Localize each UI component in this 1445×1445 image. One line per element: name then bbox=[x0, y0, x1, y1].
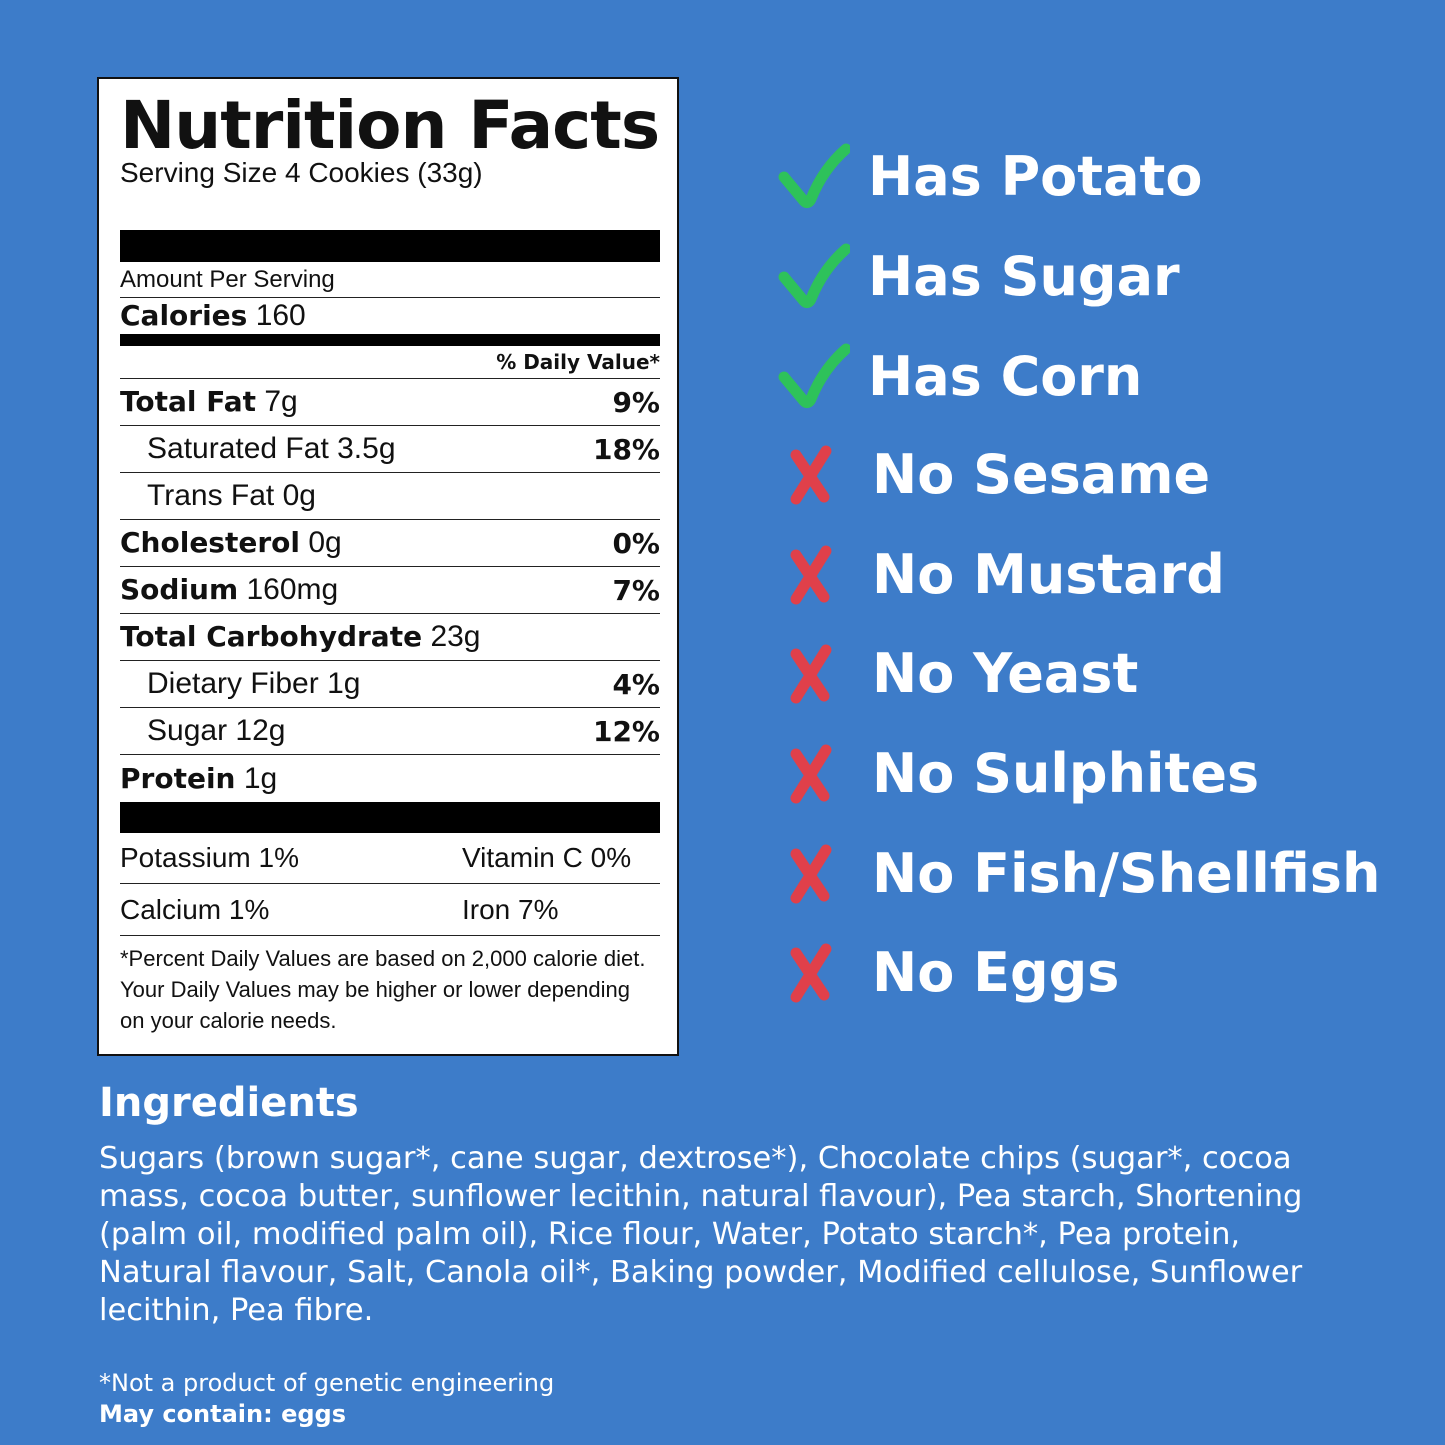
gmo-note: *Not a product of genetic engineering bbox=[99, 1369, 555, 1397]
x-icon bbox=[790, 744, 832, 804]
allergen-note: May contain: eggs bbox=[99, 1400, 346, 1428]
claim-item: No Fish/Shellfish bbox=[782, 838, 1380, 908]
nutrient-row-total-carbohydrate: Total Carbohydrate 23g bbox=[120, 614, 660, 661]
medium-divider bbox=[120, 334, 660, 346]
x-icon bbox=[790, 943, 832, 1003]
claim-item: Has Corn bbox=[778, 341, 1142, 411]
nutrient-row-protein: Protein 1g bbox=[120, 761, 278, 795]
nutrient-row-dietary-fiber: Dietary Fiber 1g 4% bbox=[120, 661, 660, 708]
thick-divider bbox=[120, 230, 660, 262]
check-icon bbox=[778, 143, 850, 209]
nutrient-row-sugar: Sugar 12g 12% bbox=[120, 708, 660, 755]
claim-text: No Yeast bbox=[872, 641, 1139, 705]
x-icon bbox=[790, 545, 832, 605]
claim-item: No Sulphites bbox=[782, 738, 1259, 808]
claim-text: Has Sugar bbox=[868, 244, 1180, 308]
amount-per-serving: Amount Per Serving bbox=[120, 262, 660, 298]
x-icon bbox=[790, 445, 832, 505]
ingredients-heading: Ingredients bbox=[99, 1080, 359, 1126]
serving-size: Serving Size 4 Cookies (33g) bbox=[120, 157, 483, 188]
label-title: Nutrition Facts bbox=[120, 87, 660, 164]
daily-value-footnote: *Percent Daily Values are based on 2,000… bbox=[120, 946, 646, 1033]
claim-item: No Yeast bbox=[782, 638, 1138, 708]
claim-text: No Mustard bbox=[872, 542, 1225, 606]
check-icon bbox=[778, 343, 850, 409]
claim-text: Has Potato bbox=[868, 144, 1203, 208]
notes: *Not a product of genetic engineering Ma… bbox=[99, 1368, 554, 1430]
claim-item: No Eggs bbox=[782, 937, 1119, 1007]
nutrient-row-total-fat: Total Fat 7g 9% bbox=[120, 379, 660, 426]
ingredients-text: Sugars (brown sugar*, cane sugar, dextro… bbox=[99, 1141, 1303, 1328]
nutrient-row-cholesterol: Cholesterol 0g 0% bbox=[120, 520, 660, 567]
claim-text: No Sulphites bbox=[872, 741, 1260, 805]
nutrition-facts-label: Nutrition Facts Serving Size 4 Cookies (… bbox=[97, 77, 679, 1056]
daily-value-header: % Daily Value* bbox=[120, 346, 660, 379]
claim-item: Has Potato bbox=[778, 141, 1202, 211]
claim-text: No Sesame bbox=[872, 442, 1211, 506]
nutrient-row-sodium: Sodium 160mg 7% bbox=[120, 567, 660, 614]
vitamins-row: Potassium 1% Vitamin C 0% bbox=[120, 833, 660, 884]
claim-text: No Eggs bbox=[872, 940, 1120, 1004]
claim-item: No Sesame bbox=[782, 439, 1210, 509]
x-icon bbox=[790, 844, 832, 904]
claim-item: Has Sugar bbox=[778, 241, 1180, 311]
claim-item: No Mustard bbox=[782, 539, 1225, 609]
x-icon bbox=[790, 644, 832, 704]
thick-divider bbox=[120, 802, 660, 833]
claim-text: Has Corn bbox=[868, 344, 1143, 408]
calories-row: Calories 160 bbox=[120, 299, 306, 332]
vitamins-row: Calcium 1% Iron 7% bbox=[120, 884, 660, 936]
nutrient-row-trans-fat: Trans Fat 0g bbox=[120, 473, 660, 520]
check-icon bbox=[778, 243, 850, 309]
claim-text: No Fish/Shellfish bbox=[872, 841, 1381, 905]
nutrient-row-saturated-fat: Saturated Fat 3.5g 18% bbox=[120, 426, 660, 473]
